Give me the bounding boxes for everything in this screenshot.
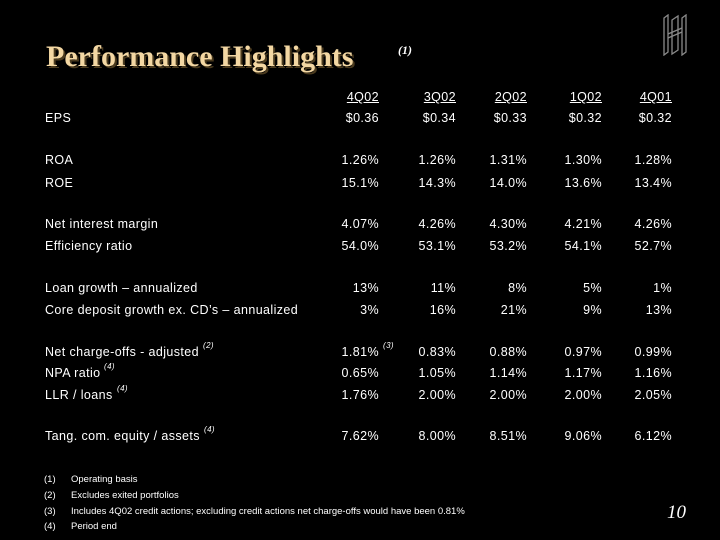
table-cell: 52.7% — [634, 239, 672, 253]
table-cell: 0.97% — [564, 345, 602, 359]
table-cell: 8.00% — [418, 429, 456, 443]
table-cell: $0.34 — [422, 111, 456, 125]
table-cell: 4.21% — [564, 217, 602, 231]
table-cell: 9.06% — [564, 429, 602, 443]
row-label: EPS — [45, 111, 72, 125]
column-header: 2Q02 — [494, 90, 527, 104]
table-cell: 0.99% — [634, 345, 672, 359]
table-cell: 1.26% — [418, 153, 456, 167]
table-cell: 2.00% — [418, 388, 456, 402]
table-cell: $0.32 — [568, 111, 602, 125]
table-cell: 1% — [653, 281, 672, 295]
row-label: Net charge-offs - adjusted — [45, 345, 199, 359]
row-label-footnote-marker: (4) — [204, 425, 215, 434]
table-cell: 1.31% — [489, 153, 527, 167]
table-cell: 4.30% — [489, 217, 527, 231]
table-cell: 1.26% — [341, 153, 379, 167]
table-cell: 9% — [583, 303, 602, 317]
row-label: Loan growth – annualized — [45, 281, 198, 295]
table-cell: 2.00% — [489, 388, 527, 402]
table-cell: 1.16% — [634, 366, 672, 380]
row-label: ROA — [45, 153, 74, 167]
company-monogram-logo-icon — [663, 14, 687, 56]
row-label: Net interest margin — [45, 217, 159, 231]
footnote-text: Includes 4Q02 credit actions; excluding … — [71, 506, 465, 517]
table-cell: 0.83% — [418, 345, 456, 359]
table-cell: 1.17% — [564, 366, 602, 380]
table-cell: 1.30% — [564, 153, 602, 167]
row-label: ROE — [45, 176, 74, 190]
footnote-number: (1) — [44, 474, 56, 485]
table-cell: 1.81% — [341, 345, 379, 359]
column-header: 4Q02 — [346, 90, 379, 104]
footnote-text: Excludes exited portfolios — [71, 490, 179, 501]
table-cell: 54.0% — [341, 239, 379, 253]
table-cell: 21% — [500, 303, 527, 317]
table-cell: 13.4% — [634, 176, 672, 190]
row-label-footnote-marker: (4) — [117, 384, 128, 393]
table-cell: 0.65% — [341, 366, 379, 380]
table-cell: 11% — [430, 281, 456, 295]
table-cell: 16% — [429, 303, 456, 317]
table-cell: $0.32 — [638, 111, 672, 125]
table-cell: 7.62% — [341, 429, 379, 443]
table-cell: 14.0% — [489, 176, 527, 190]
column-header: 1Q02 — [569, 90, 602, 104]
footnote-number: (4) — [44, 521, 56, 532]
title-footnote-marker: (1) — [398, 43, 412, 57]
table-cell: 4.26% — [634, 217, 672, 231]
table-cell: 3% — [360, 303, 379, 317]
page-title: Performance Highlights — [46, 40, 354, 73]
column-header: 3Q02 — [423, 90, 456, 104]
table-cell: 13% — [645, 303, 672, 317]
table-cell: 2.05% — [634, 388, 672, 402]
row-label: NPA ratio — [45, 366, 101, 380]
footnote-number: (3) — [44, 506, 56, 517]
table-cell: 13.6% — [564, 176, 602, 190]
table-cell: 2.00% — [564, 388, 602, 402]
row-label-footnote-marker: (2) — [203, 341, 214, 350]
table-cell: 8.51% — [489, 429, 527, 443]
table-cell: 4.26% — [418, 217, 456, 231]
page-number: 10 — [667, 502, 686, 523]
footnote-text: Period end — [71, 521, 117, 532]
table-cell: 14.3% — [418, 176, 456, 190]
footnote-text: Operating basis — [71, 474, 138, 485]
table-cell: 53.1% — [418, 239, 456, 253]
row-label: Efficiency ratio — [45, 239, 133, 253]
column-header: 4Q01 — [639, 90, 672, 104]
row-label: Core deposit growth ex. CD’s – annualize… — [45, 303, 299, 317]
table-cell: 54.1% — [564, 239, 602, 253]
table-cell: 5% — [583, 281, 602, 295]
table-cell: 15.1% — [341, 176, 379, 190]
table-cell: $0.36 — [345, 111, 379, 125]
table-cell: $0.33 — [493, 111, 527, 125]
row-label: LLR / loans — [45, 388, 113, 402]
table-cell: 1.28% — [634, 153, 672, 167]
footnote-number: (2) — [44, 490, 56, 501]
table-cell: 1.05% — [418, 366, 456, 380]
table-cell: 1.76% — [341, 388, 379, 402]
cell-footnote-marker: (3) — [383, 341, 394, 350]
row-label-footnote-marker: (4) — [104, 362, 115, 371]
table-cell: 1.14% — [489, 366, 527, 380]
table-cell: 6.12% — [634, 429, 672, 443]
table-cell: 0.88% — [489, 345, 527, 359]
table-cell: 4.07% — [341, 217, 379, 231]
table-cell: 13% — [352, 281, 379, 295]
row-label: Tang. com. equity / assets — [45, 429, 200, 443]
table-cell: 8% — [508, 281, 527, 295]
table-cell: 53.2% — [489, 239, 527, 253]
